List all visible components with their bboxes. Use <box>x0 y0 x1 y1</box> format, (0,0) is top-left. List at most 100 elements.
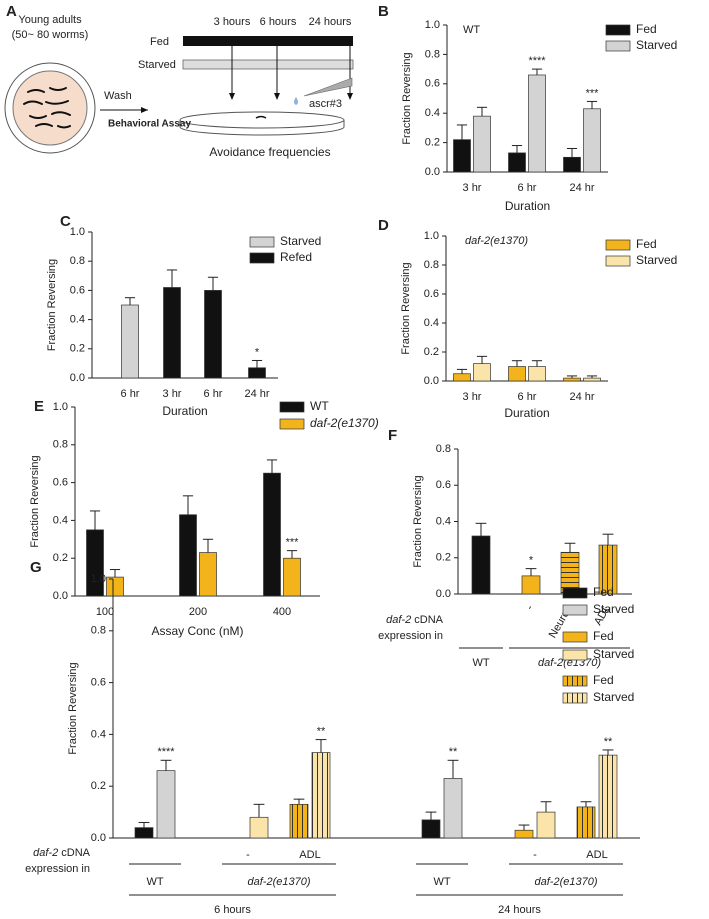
panel-label: B <box>378 3 389 20</box>
legend-label: Refed <box>280 250 312 264</box>
plate-label: Young adults <box>18 14 82 26</box>
x-tick-label: 100 <box>96 606 114 618</box>
error-bar <box>531 68 543 75</box>
y-tick-label: 0.6 <box>70 284 85 296</box>
legend-label: WT <box>310 399 329 413</box>
error-bar <box>138 821 150 828</box>
chart-panel: B 0.0 0.2 0.4 0.6 0.8 1.0 Fraction Reversing WT D… <box>378 3 677 213</box>
y-tick-label: 0.8 <box>53 439 68 451</box>
significance: *** <box>286 537 300 549</box>
x-axis-label: Duration <box>505 199 550 213</box>
bar <box>121 304 139 379</box>
y-tick-label: 0.6 <box>425 78 440 90</box>
cue-label: ascr#3 <box>309 98 342 110</box>
legend-swatch <box>562 587 588 599</box>
x-tick-label: 400 <box>273 606 291 618</box>
bar <box>443 778 463 839</box>
error-bar <box>425 811 437 820</box>
arrowhead <box>141 107 148 113</box>
timepoint-label: 24 hours <box>309 16 352 28</box>
y-axis-label: Fraction Reversing <box>412 475 424 567</box>
y-axis-label: Fraction Reversing <box>46 259 58 351</box>
x-tick-label: - <box>533 849 537 861</box>
significance: **** <box>157 746 175 758</box>
readout-label: Avoidance frequencies <box>209 145 330 159</box>
error-bar <box>207 276 219 291</box>
legend-label: Starved <box>636 38 677 52</box>
bar <box>473 115 491 173</box>
error-bar <box>602 749 614 756</box>
y-axis-label: Fraction Reversing <box>400 262 412 354</box>
bar <box>528 74 546 173</box>
y-tick-label: 0.4 <box>70 314 85 326</box>
group-label: WT <box>472 657 489 669</box>
y-tick-label: 0.0 <box>424 375 439 387</box>
y-tick-label: 0.8 <box>91 625 106 637</box>
y-tick-label: 0.0 <box>425 166 440 178</box>
error-bar <box>293 798 305 805</box>
y-tick-label: 0.6 <box>436 479 451 491</box>
x-axis-label: Duration <box>162 404 207 418</box>
timepoint-label: 3 hours <box>214 16 251 28</box>
legend-swatch <box>605 239 631 251</box>
legend-label: daf-2(e1370) <box>310 416 379 430</box>
panel-label: C <box>60 213 71 230</box>
row-label: daf-2 cDNA <box>386 614 444 626</box>
chart-panel: D 0.0 0.2 0.4 0.6 0.8 1.0 Fraction Reversing daf… <box>378 217 677 420</box>
legend-label: Fed <box>593 585 614 599</box>
significance: **** <box>528 55 546 67</box>
error-bar <box>566 147 578 158</box>
legend-swatch <box>562 649 588 661</box>
worms <box>23 87 71 129</box>
supergroup-label: 6 hours <box>214 904 251 916</box>
error-bar <box>564 542 576 553</box>
x-tick-label: 6 hr <box>518 182 537 194</box>
x-axis-label: Duration <box>504 406 549 420</box>
y-tick-label: 0.0 <box>70 372 85 384</box>
error-bar <box>475 522 487 536</box>
y-tick-label: 0.6 <box>91 677 106 689</box>
legend-label: Starved <box>636 253 677 267</box>
y-tick-label: 0.6 <box>424 288 439 300</box>
error-bar <box>202 538 214 553</box>
error-bar <box>586 100 598 109</box>
x-tick-label: 24 hr <box>244 388 269 400</box>
error-bar <box>580 801 592 807</box>
legend-swatch <box>605 24 631 36</box>
bar <box>453 139 471 173</box>
row-label-part: cDNA <box>61 847 90 859</box>
row-label-part: daf-2 <box>386 614 411 626</box>
legend-swatch <box>562 631 588 643</box>
pipette <box>303 77 353 97</box>
bar <box>199 552 217 597</box>
significance: *** <box>586 87 600 99</box>
bar <box>289 803 309 839</box>
error-bar <box>109 569 121 578</box>
bar <box>453 373 471 382</box>
row-label: expression in <box>378 630 443 642</box>
y-tick-label: 0.4 <box>436 515 451 527</box>
x-tick-label: 6 hr <box>121 388 140 400</box>
legend-swatch <box>562 604 588 616</box>
error-bar <box>456 124 468 140</box>
error-bar <box>511 360 523 367</box>
group-label: WT <box>433 876 450 888</box>
error-bar <box>253 803 265 818</box>
y-axis-label: Fraction Reversing <box>67 662 79 754</box>
y-tick-label: 0.2 <box>91 780 106 792</box>
bar <box>283 557 301 597</box>
x-axis-label: Assay Conc (nM) <box>151 624 243 638</box>
y-tick-label: 0.2 <box>70 343 85 355</box>
error-bar <box>166 269 178 288</box>
y-tick-label: 0.0 <box>53 590 68 602</box>
y-tick-label: 0.8 <box>436 443 451 455</box>
panel-label: A <box>6 3 17 20</box>
y-axis-label: Fraction Reversing <box>401 52 413 144</box>
error-bar <box>251 359 263 368</box>
error-bar <box>182 495 194 515</box>
timepoint-label: 6 hours <box>260 16 297 28</box>
panel-label: D <box>378 217 389 234</box>
bar <box>204 290 222 379</box>
